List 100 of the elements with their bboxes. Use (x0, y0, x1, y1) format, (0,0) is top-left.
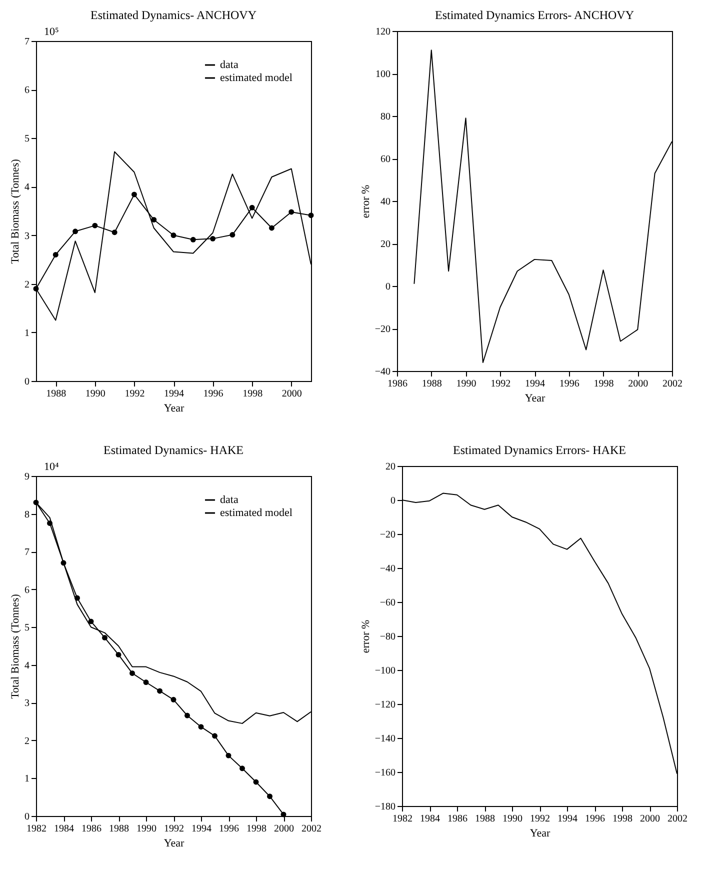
text: 10⁴ (44, 461, 59, 473)
y-tick-label: 1 (24, 774, 30, 785)
x-tick-label: 1988 (109, 824, 129, 834)
y-tick-label: 3 (24, 230, 30, 242)
legend-label: data (220, 59, 238, 71)
y-tick-label: 6 (24, 584, 30, 596)
x-tick-label: 1994 (164, 388, 184, 400)
point (249, 204, 255, 210)
x-tick-label: 2000 (274, 824, 294, 834)
point (130, 670, 135, 676)
x-tick-label: 1988 (475, 814, 495, 824)
x-axis-title: Year (530, 828, 550, 840)
x-tick-label: 1996 (585, 814, 605, 824)
point (143, 680, 149, 685)
y-tick-label: 0 (24, 376, 30, 388)
point (190, 236, 196, 242)
x-tick-label: 1992 (164, 824, 184, 834)
point (184, 712, 190, 718)
y-tick-label: −40 (374, 366, 390, 378)
y-axis-title: error % (360, 620, 372, 654)
x-tick-label: 1998 (594, 378, 614, 390)
point (170, 232, 176, 238)
x-tick-label: 1986 (82, 824, 102, 834)
legend-label: data (220, 494, 238, 506)
chart-title: Estimated Dynamics Errors- ANCHOVY (435, 8, 634, 22)
x-tick-label: 1988 (46, 388, 66, 400)
y-tick-label: 5 (24, 134, 30, 145)
y-tick-label: −140 (374, 734, 396, 744)
x-axis-title: Year (164, 402, 184, 414)
x-tick-label: 1986 (448, 814, 468, 824)
point (267, 794, 272, 800)
y-tick-label: 60 (380, 154, 390, 165)
x-tick-label: 1992 (490, 378, 511, 390)
y-tick-label: 120 (376, 26, 390, 38)
point (280, 812, 286, 818)
x-tick-label: 2002 (302, 824, 322, 834)
point (74, 595, 80, 601)
y-tick-label: −100 (374, 666, 396, 676)
x-tick-label: 2000 (628, 378, 648, 390)
x-tick-label: 1996 (559, 378, 580, 390)
x-tick-label: 1998 (242, 388, 263, 400)
y-tick-label: 0 (24, 812, 30, 822)
x-tick-label: 1992 (530, 814, 550, 824)
y-tick-label: 100 (376, 69, 390, 80)
y-tick-label: 5 (24, 622, 30, 634)
point (112, 230, 118, 236)
x-tick-label: 1998 (246, 824, 266, 834)
point (116, 652, 122, 658)
point (47, 520, 52, 526)
point (33, 286, 39, 292)
point (253, 779, 259, 785)
point (240, 766, 245, 772)
y-tick-label: 8 (24, 509, 30, 520)
x-tick-label: 2000 (640, 814, 660, 824)
y-tick-label: −60 (380, 598, 396, 608)
x-tick-label: 1984 (420, 814, 440, 824)
y-axis-title: error % (360, 184, 372, 218)
point (92, 222, 98, 228)
y-tick-label: −40 (380, 564, 396, 574)
x-tick-label: 1994 (192, 824, 212, 834)
point (88, 618, 94, 624)
y-tick-label: 7 (24, 36, 30, 48)
point (308, 212, 314, 218)
x-axis-title: Year (524, 392, 546, 404)
y-tick-label: 2 (24, 736, 30, 747)
point (72, 228, 78, 234)
chart-title: Estimated Dynamics- HAKE (104, 443, 244, 457)
x-tick-label: 1994 (525, 378, 545, 390)
x-tick-label: 1982 (392, 814, 412, 824)
x-tick-label: 1996 (219, 824, 239, 834)
point (102, 634, 108, 640)
x-tick-label: 2002 (668, 814, 688, 824)
y-tick-label: 20 (386, 462, 396, 472)
y-tick-label: 2 (24, 279, 30, 290)
y-tick-label: 1 (24, 328, 30, 339)
x-tick-label: 1986 (388, 378, 408, 390)
y-tick-label: 40 (380, 196, 390, 208)
point (288, 209, 294, 215)
legend-label: estimated model (220, 507, 292, 519)
y-tick-label: 6 (24, 85, 30, 96)
y-tick-label: 0 (386, 282, 390, 292)
y-tick-label: 80 (380, 112, 390, 122)
x-tick-label: 1982 (26, 824, 46, 834)
x-tick-label: 1990 (136, 824, 156, 834)
y-tick-label: 0 (390, 496, 396, 506)
point (60, 560, 66, 566)
y-tick-label: −120 (374, 700, 396, 710)
y-tick-label: −20 (374, 324, 390, 335)
x-tick-label: 1994 (558, 814, 578, 824)
point (170, 696, 176, 702)
y-tick-label: 4 (24, 182, 30, 194)
y-axis-title: Total Biomass (Tonnes) (10, 158, 22, 264)
x-tick-label: 1990 (502, 814, 522, 824)
y-tick-label: −80 (380, 632, 396, 642)
x-tick-label: 1998 (612, 814, 632, 824)
point (131, 192, 137, 198)
x-tick-label: 1984 (54, 824, 74, 834)
text: 10⁵ (44, 26, 59, 38)
x-tick-label: 1996 (203, 388, 224, 400)
point (52, 252, 58, 258)
